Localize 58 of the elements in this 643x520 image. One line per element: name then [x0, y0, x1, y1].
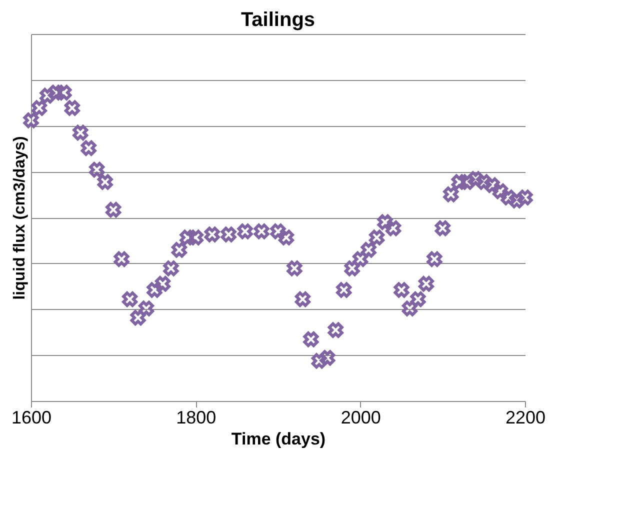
- point: [254, 224, 270, 240]
- point: [402, 300, 418, 316]
- point: [394, 282, 410, 298]
- point: [484, 177, 500, 193]
- point: [328, 322, 344, 338]
- point: [294, 291, 310, 307]
- point: [517, 190, 533, 206]
- point: [410, 291, 426, 307]
- point: [23, 112, 39, 128]
- point: [97, 174, 113, 190]
- point: [426, 251, 442, 267]
- point: [492, 184, 508, 200]
- point: [188, 230, 204, 246]
- point: [31, 100, 47, 116]
- point: [237, 224, 253, 240]
- x-tick-label: 2000: [340, 408, 381, 428]
- point: [130, 310, 146, 326]
- x-axis-title: Time (days): [231, 430, 326, 448]
- point: [64, 100, 80, 116]
- point: [122, 291, 138, 307]
- point: [500, 190, 516, 206]
- x-tick-label: 1600: [11, 408, 52, 428]
- point: [154, 276, 170, 292]
- point: [443, 186, 459, 202]
- y-axis-title: liquid flux (cm3/days): [12, 136, 28, 300]
- point: [270, 224, 286, 240]
- point: [138, 300, 154, 316]
- point: [146, 282, 162, 298]
- point: [418, 276, 434, 292]
- point: [311, 353, 327, 369]
- x-tick-label: 2200: [505, 408, 546, 428]
- point: [106, 202, 122, 218]
- point: [360, 242, 376, 258]
- point: [434, 220, 450, 236]
- point: [204, 226, 220, 242]
- point: [72, 124, 88, 140]
- point: [320, 350, 336, 366]
- point: [451, 174, 467, 190]
- point: [163, 260, 179, 276]
- chart-title: Tailings: [240, 9, 316, 31]
- point: [114, 251, 130, 267]
- point: [369, 230, 385, 246]
- point: [89, 162, 105, 178]
- point: [336, 282, 352, 298]
- point: [220, 226, 236, 242]
- point: [386, 220, 402, 236]
- x-tick-label: 1800: [176, 408, 216, 428]
- point: [56, 84, 72, 100]
- point: [377, 214, 393, 230]
- point: [352, 251, 368, 267]
- point: [80, 140, 96, 156]
- point: [344, 260, 360, 276]
- point: [286, 260, 302, 276]
- point: [171, 242, 187, 258]
- point: [180, 230, 196, 246]
- point: [303, 332, 319, 348]
- point: [40, 88, 56, 104]
- point: [278, 230, 294, 246]
